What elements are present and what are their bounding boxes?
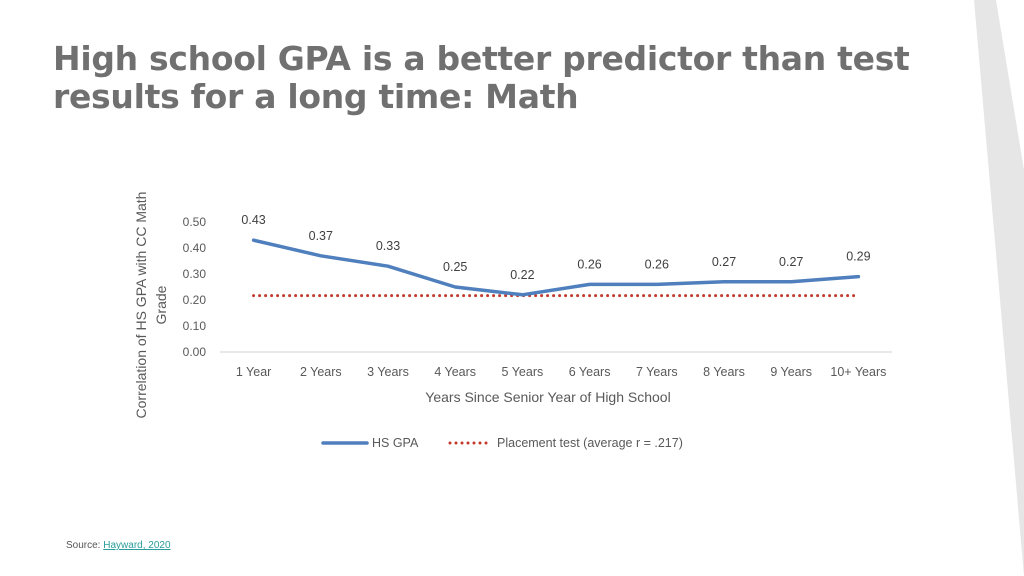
source-link[interactable]: Hayward, 2020: [103, 540, 171, 551]
x-axis-label: Years Since Senior Year of High School: [425, 389, 670, 405]
y-tick-label: 0.40: [183, 241, 207, 255]
slide-title-line-2: results for a long time: Math: [53, 77, 579, 116]
source-citation: Source: Hayward, 2020: [66, 540, 171, 551]
data-label: 0.33: [376, 239, 400, 253]
line-chart: 0.00 0.10 0.20 0.30 0.40 0.50 1 Year 2 Years 3 Y…: [133, 192, 892, 450]
y-tick-label: 0.50: [183, 215, 207, 229]
data-label: 0.27: [779, 255, 803, 269]
data-label: 0.37: [309, 229, 333, 243]
y-tick-label: 0.10: [183, 319, 207, 333]
x-tick-label: 3 Years: [367, 365, 409, 379]
data-label: 0.25: [443, 260, 467, 274]
x-tick-label: 2 Years: [300, 365, 342, 379]
data-label: 0.27: [712, 255, 736, 269]
legend-label-hs-gpa: HS GPA: [372, 436, 419, 450]
legend-label-placement-test: Placement test (average r = .217): [497, 436, 683, 450]
y-axis-label-line-2: Grade: [153, 285, 169, 324]
x-tick-label: 8 Years: [703, 365, 745, 379]
x-tick-label: 6 Years: [569, 365, 611, 379]
y-tick-label: 0.30: [183, 267, 207, 281]
decorative-stripe: [974, 0, 1024, 576]
hs-gpa-series-line: [251, 238, 861, 297]
x-tick-label: 5 Years: [502, 365, 544, 379]
y-tick-label: 0.00: [183, 345, 207, 359]
y-axis-label-line-1: Correlation of HS GPA with CC Math: [133, 192, 149, 419]
x-tick-label: 4 Years: [434, 365, 476, 379]
x-tick-label: 7 Years: [636, 365, 678, 379]
data-label: 0.22: [510, 268, 534, 282]
x-tick-label: 1 Year: [236, 365, 271, 379]
data-label: 0.29: [846, 250, 870, 264]
data-label: 0.26: [577, 257, 601, 271]
decorative-stripe-shape: [974, 0, 1024, 576]
x-tick-label: 10+ Years: [830, 365, 886, 379]
data-label: 0.43: [241, 213, 265, 227]
slide-title-line-1: High school GPA is a better predictor th…: [53, 39, 910, 78]
y-tick-label: 0.20: [183, 293, 207, 307]
data-label: 0.26: [645, 257, 669, 271]
x-tick-label: 9 Years: [770, 365, 812, 379]
slide-title: High school GPA is a better predictor th…: [53, 40, 933, 116]
source-label: Source:: [66, 540, 101, 551]
